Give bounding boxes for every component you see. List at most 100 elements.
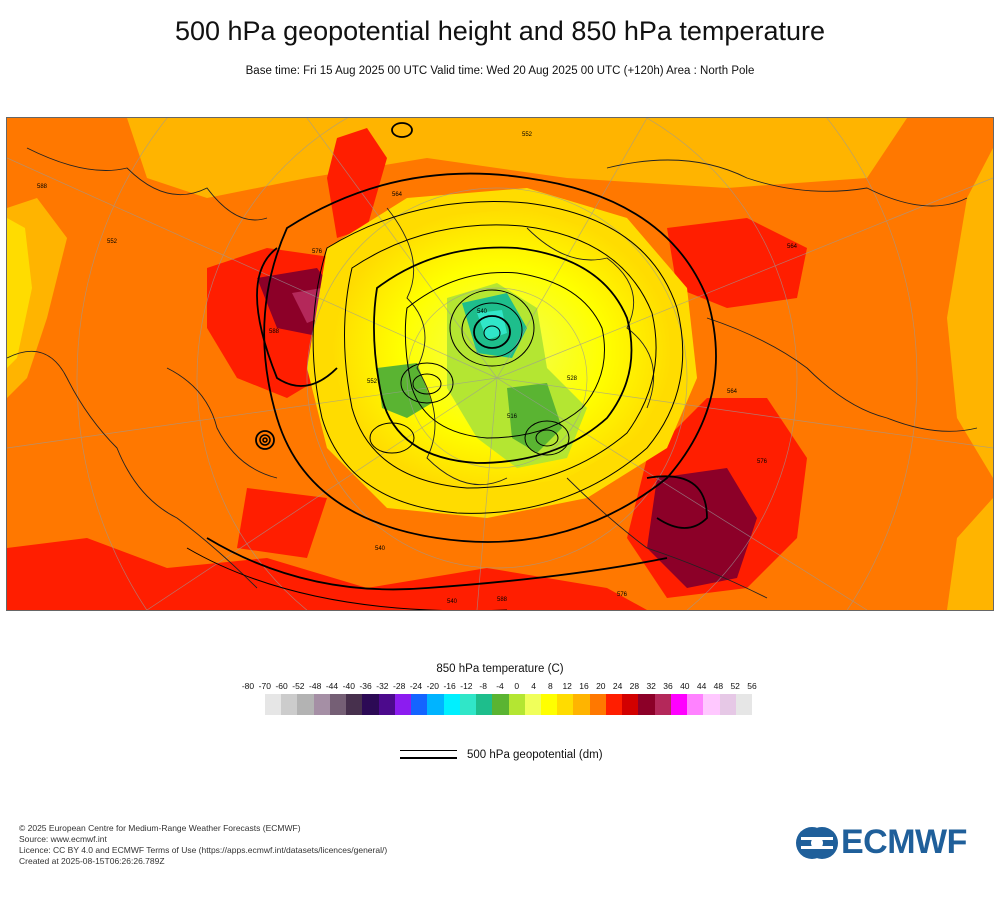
colorbar-tick-label: 8 — [548, 681, 553, 691]
colorbar-swatch — [476, 694, 493, 715]
colorbar-swatch — [378, 694, 395, 715]
temperature-zone-east — [947, 148, 993, 478]
colorbar-tick-label: 44 — [696, 681, 707, 691]
colorbar-tick-label: -24 — [409, 681, 423, 691]
colorbar-tick-label: 32 — [646, 681, 656, 691]
colorbar-tick-label: 48 — [713, 681, 724, 691]
colorbar-swatch — [557, 694, 574, 715]
ecmwf-logo: ECMWF — [795, 823, 985, 862]
colorbar-tick-label: -52 — [292, 681, 305, 691]
colorbar-tick-label: -44 — [325, 681, 339, 691]
colorbar-swatch — [427, 694, 444, 715]
colorbar-swatch — [589, 694, 606, 715]
contour-label: 516 — [507, 414, 518, 420]
contour-label: 576 — [757, 459, 768, 465]
colorbar-tick-label: 4 — [531, 681, 536, 691]
contour-label: 540 — [477, 309, 488, 315]
temperature-legend-title: 850 hPa temperature (C) — [436, 663, 564, 675]
colorbar-tick-label: 36 — [663, 681, 673, 691]
colorbar-tick-label: -12 — [460, 681, 473, 691]
contour-labels: 564 576 588 552 540 528 516 564 576 588 … — [37, 132, 798, 605]
ecmwf-logo-text: ECMWF — [841, 823, 967, 861]
licence-text: Licence: CC BY 4.0 and ECMWF Terms of Us… — [19, 845, 388, 855]
colorbar-tick-label: 52 — [730, 681, 740, 691]
temperature-zone-west-inner — [7, 218, 32, 368]
colorbar-swatch — [362, 694, 379, 715]
colorbar-tick-label: -16 — [443, 681, 456, 691]
colorbar-swatch — [703, 694, 720, 715]
colorbar-tick-label: -70 — [258, 681, 271, 691]
contour-label: 564 — [392, 192, 403, 198]
chart-title: 500 hPa geopotential height and 850 hPa … — [174, 16, 825, 46]
contour-label: 588 — [269, 329, 280, 335]
contour-label: 540 — [375, 546, 386, 552]
colorbar-swatch — [297, 694, 314, 715]
contour-label: 528 — [567, 376, 578, 382]
colorbar-tick-label: 56 — [747, 681, 757, 691]
contour-legend-lines — [400, 750, 457, 765]
chart-subtitle: Base time: Fri 15 Aug 2025 00 UTC Valid … — [245, 65, 755, 77]
contour-thin-line — [400, 750, 457, 751]
colorbar-tick-label: 24 — [612, 681, 623, 691]
colorbar-tick-label: -40 — [342, 681, 355, 691]
colorbar-swatch — [265, 694, 282, 715]
source-text: Source: www.ecmwf.int — [19, 834, 107, 844]
colorbar-swatch — [443, 694, 460, 715]
colorbar-swatch — [394, 694, 412, 715]
colorbar-swatch — [638, 694, 655, 715]
map-svg: 564 576 588 552 540 528 516 564 576 588 … — [7, 118, 993, 610]
contour-label: 552 — [107, 239, 118, 245]
created-text: Created at 2025-08-15T06:26:26.789Z — [19, 856, 165, 866]
colorbar-tick-label: -80 — [241, 681, 255, 691]
contour-label: 540 — [447, 599, 458, 605]
contour-legend: 500 hPa geopotential (dm) — [400, 747, 700, 767]
ecmwf-logo-icon — [796, 827, 838, 859]
temperature-colorbar — [265, 694, 753, 715]
colorbar-tick-label: -60 — [275, 681, 288, 691]
contour-label: 576 — [312, 249, 323, 255]
heat-band-south — [7, 538, 647, 610]
colorbar-swatch — [654, 694, 671, 715]
colorbar-swatch — [687, 694, 704, 715]
coastlines — [7, 147, 978, 599]
colorbar-tick-label: 28 — [629, 681, 640, 691]
contour-label: 588 — [37, 184, 48, 190]
colorbar-tick-label: 20 — [596, 681, 606, 691]
contour-label: 576 — [617, 592, 628, 598]
contour-label: 552 — [522, 132, 533, 138]
colorbar-tick-label: -20 — [426, 681, 439, 691]
credits: © 2025 European Centre for Medium-Range … — [19, 823, 387, 867]
colorbar-swatch — [735, 694, 753, 715]
colorbar-swatch — [508, 694, 525, 715]
geopotential-contours — [186, 122, 717, 610]
contour-label: 564 — [787, 244, 798, 250]
contour-legend-label: 500 hPa geopotential (dm) — [467, 749, 603, 761]
colorbar-tick-label: -8 — [479, 681, 487, 691]
colorbar-swatch — [346, 694, 363, 715]
colorbar-swatch — [670, 694, 688, 715]
colorbar-swatch — [605, 694, 623, 715]
temperature-zone-southeast — [947, 498, 993, 610]
colorbar-tick-label: -48 — [309, 681, 322, 691]
colorbar-swatch — [719, 694, 736, 715]
graticule — [7, 118, 993, 610]
colorbar-tick-label: 12 — [562, 681, 572, 691]
colorbar-tick-label: 0 — [514, 681, 520, 691]
colorbar-tick-label: -28 — [393, 681, 406, 691]
contour-label: 588 — [497, 597, 508, 603]
contour-label: 552 — [367, 379, 378, 385]
colorbar-swatch — [313, 694, 330, 715]
temperature-legend-ticks: -80 -70 -60 -52 -48 -44 -40 -36 -32 -28 -24 -20 -16-… — [240, 681, 760, 693]
colorbar-swatch — [622, 694, 639, 715]
colorbar-swatch — [329, 694, 347, 715]
colorbar-tick-label: -36 — [359, 681, 372, 691]
colorbar-tick-label: -32 — [376, 681, 389, 691]
colorbar-swatch — [524, 694, 541, 715]
heat-streak-north — [327, 128, 387, 238]
colorbar-swatch — [492, 694, 509, 715]
contour-label: 564 — [727, 389, 738, 395]
map-panel: 564 576 588 552 540 528 516 564 576 588 … — [6, 117, 994, 611]
colorbar-swatch — [573, 694, 590, 715]
contour-thick-line — [400, 757, 457, 759]
colorbar-tick-label: 16 — [579, 681, 589, 691]
